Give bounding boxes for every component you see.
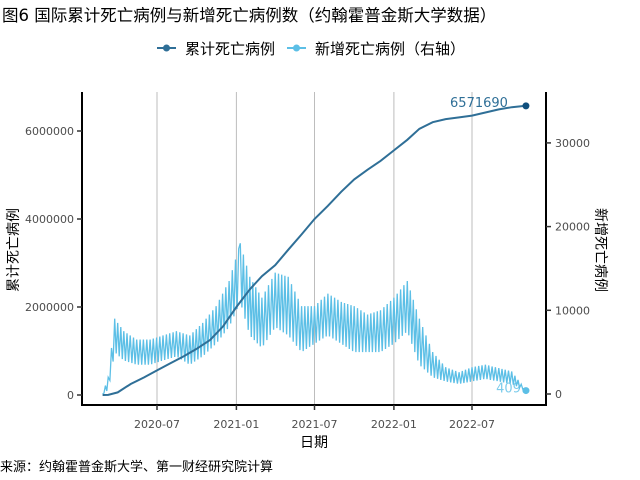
x-axis-label: 日期 <box>300 435 328 451</box>
chart-title: 图6 国际累计死亡病例与新增死亡病例数（约翰霍普金斯大学数据） <box>2 6 496 25</box>
y-tick-label-right: 0 <box>555 388 562 401</box>
axis-ticks: 2020-07 2021-01 2021-07 2022-01 2022-07 0 2000… <box>25 125 590 431</box>
x-tick-label: 2021-01 <box>213 418 259 431</box>
x-tick-label: 2022-01 <box>371 418 417 431</box>
legend-label-cumulative: 累计死亡病例 <box>185 40 275 58</box>
y-axis-label-right: 新增死亡病例 <box>592 208 608 292</box>
cumulative-deaths-line <box>102 104 526 396</box>
legend-marker-daily <box>293 44 300 52</box>
cumulative-end-label: 6571690 <box>450 96 508 111</box>
legend-item-daily[interactable]: 新增死亡病例（右轴） <box>287 40 465 58</box>
legend-item-cumulative[interactable]: 累计死亡病例 <box>157 40 275 58</box>
x-tick-label: 2020-07 <box>134 418 180 431</box>
cumulative-end-point <box>522 102 530 110</box>
y-tick-label-right: 20000 <box>555 221 590 234</box>
source-note: 来源：约翰霍普金斯大学、第一财经研究院计算 <box>0 459 273 475</box>
gridlines <box>156 92 473 404</box>
daily-end-point <box>522 387 530 395</box>
legend-marker-cumulative <box>163 44 170 52</box>
legend-label-daily: 新增死亡病例（右轴） <box>315 40 465 58</box>
y-tick-label-right: 30000 <box>555 137 590 150</box>
y-tick-label-left: 6000000 <box>25 125 74 138</box>
y-tick-label-left: 2000000 <box>25 301 74 314</box>
y-tick-label-left: 4000000 <box>25 213 74 226</box>
y-tick-label-left: 0 <box>67 389 74 402</box>
daily-end-label: 409 <box>496 382 521 397</box>
legend: 累计死亡病例 新增死亡病例（右轴） <box>157 40 465 58</box>
daily-deaths-line <box>102 243 527 395</box>
y-axis-label-left: 累计死亡病例 <box>6 208 22 292</box>
plot-marks: 6571690 409 <box>102 96 530 397</box>
x-tick-label: 2022-07 <box>449 418 495 431</box>
y-tick-label-right: 10000 <box>555 304 590 317</box>
x-tick-label: 2021-07 <box>292 418 338 431</box>
